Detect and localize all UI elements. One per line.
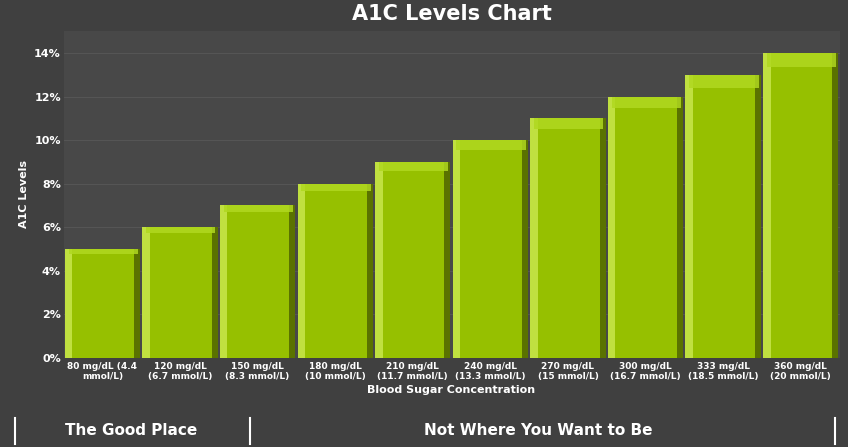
Bar: [375, 162, 382, 358]
Bar: [693, 75, 755, 358]
Bar: [212, 227, 218, 358]
Bar: [289, 205, 295, 358]
Bar: [600, 118, 605, 358]
Title: A1C Levels Chart: A1C Levels Chart: [352, 4, 551, 24]
Bar: [444, 162, 450, 358]
Bar: [771, 53, 833, 358]
Text: The Good Place: The Good Place: [65, 423, 198, 439]
Bar: [301, 184, 371, 191]
Bar: [763, 53, 771, 358]
Bar: [298, 184, 305, 358]
Bar: [685, 75, 693, 358]
X-axis label: Blood Sugar Concentration: Blood Sugar Concentration: [367, 385, 536, 395]
Bar: [678, 97, 683, 358]
Bar: [367, 184, 373, 358]
Bar: [227, 205, 289, 358]
Text: Not Where You Want to Be: Not Where You Want to Be: [424, 423, 653, 439]
Bar: [689, 75, 758, 88]
Bar: [220, 205, 227, 358]
Bar: [538, 118, 600, 358]
Bar: [72, 249, 134, 358]
Bar: [608, 97, 616, 358]
Bar: [530, 118, 538, 358]
Bar: [64, 249, 72, 358]
Bar: [142, 227, 150, 358]
Bar: [460, 140, 522, 358]
Bar: [379, 162, 448, 171]
Bar: [833, 53, 839, 358]
Bar: [611, 97, 681, 108]
Bar: [522, 140, 528, 358]
Bar: [534, 118, 603, 129]
Bar: [755, 75, 761, 358]
Bar: [150, 227, 212, 358]
Bar: [224, 205, 293, 212]
Bar: [382, 162, 444, 358]
Bar: [69, 249, 137, 254]
Bar: [616, 97, 678, 358]
Bar: [134, 249, 140, 358]
Bar: [456, 140, 526, 150]
Bar: [146, 227, 215, 233]
Bar: [767, 53, 836, 67]
Bar: [305, 184, 367, 358]
Y-axis label: A1C Levels: A1C Levels: [19, 160, 29, 228]
Bar: [453, 140, 460, 358]
